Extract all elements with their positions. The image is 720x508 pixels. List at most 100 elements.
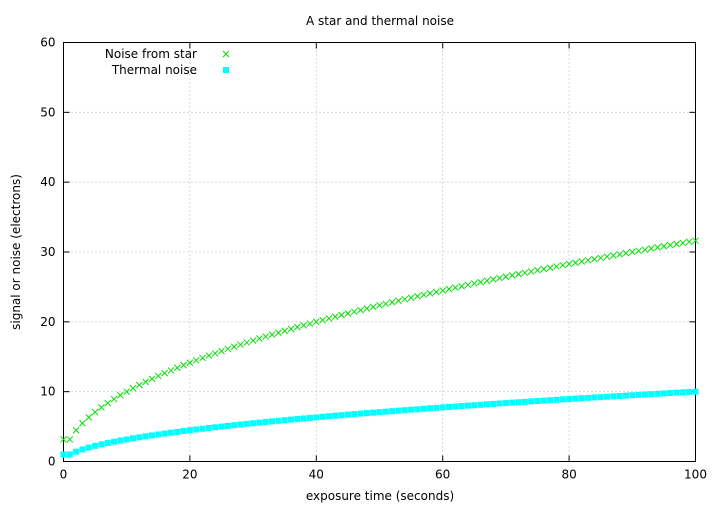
- data-point: [433, 288, 440, 296]
- data-point: [186, 359, 194, 367]
- marker-stroke: [135, 381, 143, 389]
- marker-stroke: [331, 313, 339, 321]
- data-point: [660, 390, 667, 397]
- chart-title: A star and thermal noise: [306, 14, 454, 28]
- data-point: [572, 259, 579, 267]
- y-tick-label: 20: [40, 315, 55, 329]
- marker-stroke: [167, 367, 175, 374]
- data-point: [130, 435, 137, 442]
- marker-stroke: [407, 294, 415, 302]
- data-point: [616, 392, 623, 399]
- data-point: [521, 398, 528, 405]
- marker-stroke: [350, 308, 358, 316]
- data-point: [496, 400, 503, 407]
- data-point: [648, 391, 655, 398]
- marker-stroke: [60, 436, 67, 443]
- marker-stroke: [91, 408, 99, 416]
- x-tick-label: 0: [60, 468, 68, 482]
- data-point: [559, 261, 567, 269]
- marker-stroke: [123, 388, 131, 396]
- data-point: [483, 277, 491, 285]
- marker-stroke: [363, 305, 371, 312]
- marker-stroke: [192, 356, 200, 364]
- data-point: [117, 437, 124, 444]
- data-point: [262, 418, 269, 425]
- data-point: [654, 390, 661, 397]
- data-point: [414, 406, 421, 413]
- data-point: [281, 417, 288, 424]
- data-point: [673, 389, 680, 396]
- y-tick-label: 30: [40, 245, 55, 259]
- marker-stroke: [222, 50, 230, 58]
- marker-stroke: [117, 391, 124, 399]
- data-point: [313, 414, 320, 421]
- data-point: [66, 436, 74, 443]
- marker-stroke: [439, 287, 447, 294]
- data-point: [388, 298, 396, 306]
- marker-stroke: [559, 261, 567, 269]
- data-point: [142, 378, 150, 386]
- data-point: [609, 252, 617, 259]
- y-tick-label: 50: [40, 105, 55, 119]
- marker-stroke: [622, 249, 630, 257]
- data-point: [275, 417, 282, 424]
- data-point: [528, 398, 535, 405]
- data-point: [294, 416, 301, 423]
- marker-stroke: [199, 354, 206, 362]
- marker-stroke: [110, 395, 118, 403]
- legend: Noise from star Thermal noise: [105, 47, 230, 77]
- data-point: [60, 436, 67, 443]
- data-point: [597, 254, 605, 262]
- data-point: [72, 426, 80, 434]
- x-axis-label: exposure time (seconds): [306, 489, 454, 503]
- data-point: [414, 292, 421, 300]
- data-point: [395, 297, 402, 305]
- marker-stroke: [180, 361, 187, 369]
- x-tick-label: 20: [182, 468, 197, 482]
- data-point: [666, 241, 674, 249]
- data-point: [123, 436, 130, 443]
- data-point: [470, 280, 478, 287]
- data-point: [85, 444, 92, 451]
- data-point: [382, 408, 389, 415]
- data-point: [256, 335, 263, 342]
- data-point: [647, 245, 655, 252]
- data-point: [686, 389, 693, 396]
- marker-stroke: [129, 384, 137, 392]
- data-point: [420, 291, 428, 299]
- data-point: [117, 391, 124, 399]
- marker-stroke: [451, 284, 459, 291]
- data-point: [616, 251, 624, 258]
- marker-stroke: [142, 378, 150, 386]
- marker-stroke: [521, 269, 529, 277]
- marker-stroke: [154, 372, 162, 380]
- marker-stroke: [584, 256, 592, 264]
- marker-stroke: [433, 288, 440, 296]
- marker-stroke: [635, 247, 642, 255]
- data-point: [496, 274, 503, 282]
- marker-stroke: [426, 289, 434, 297]
- data-point: [635, 391, 642, 398]
- marker-stroke: [388, 298, 396, 306]
- marker-stroke: [553, 263, 560, 270]
- data-point: [376, 301, 383, 309]
- legend-marker-point: [222, 50, 230, 58]
- marker-stroke: [72, 426, 80, 434]
- marker-stroke: [161, 369, 168, 377]
- marker-stroke: [224, 345, 232, 353]
- data-point: [269, 418, 276, 425]
- legend-marker-thermal: [223, 67, 229, 73]
- data-point: [382, 300, 390, 308]
- data-point: [243, 339, 251, 346]
- data-point: [692, 388, 699, 395]
- data-point: [193, 426, 200, 433]
- data-point: [685, 238, 693, 246]
- marker-stroke: [369, 303, 377, 311]
- marker-stroke: [483, 277, 491, 285]
- data-point: [192, 356, 200, 364]
- data-point: [357, 306, 364, 314]
- data-point: [477, 278, 484, 286]
- data-point: [123, 388, 131, 396]
- data-point: [199, 354, 206, 362]
